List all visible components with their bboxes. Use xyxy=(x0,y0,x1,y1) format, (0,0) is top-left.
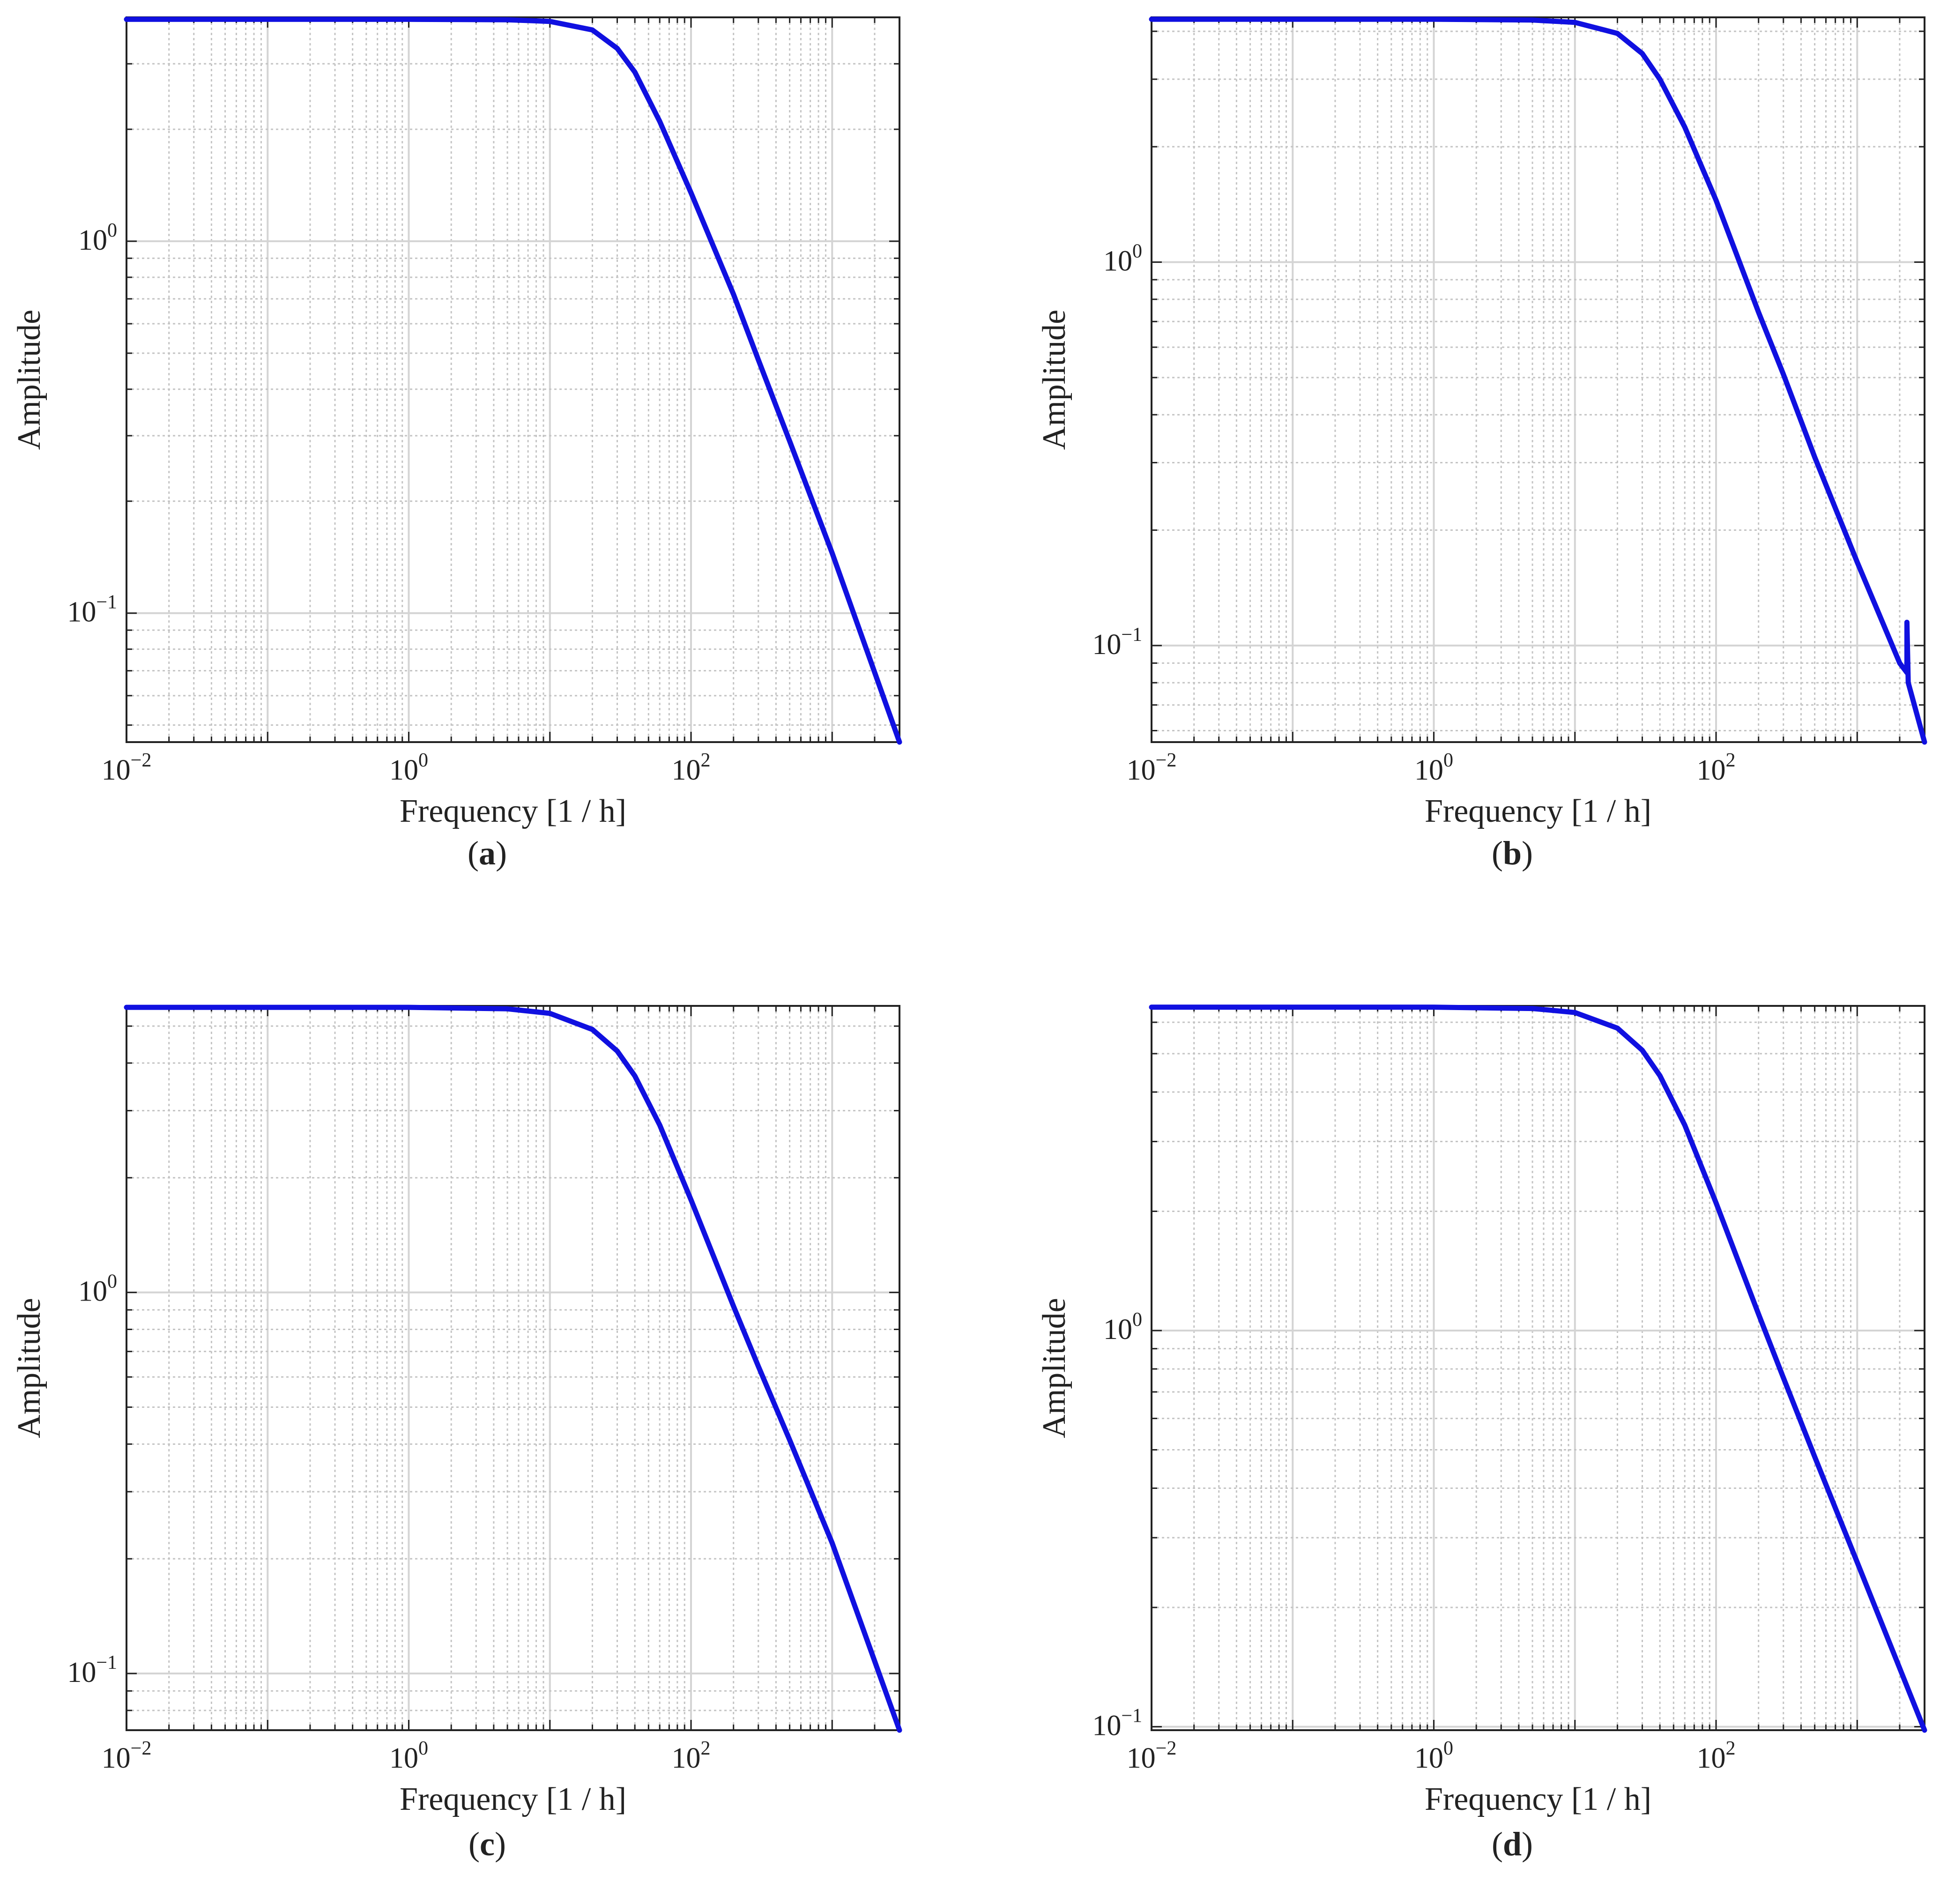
chart-panel-b: 10−2 100 102 10−1 100 Frequency [1 / h] Amplit… xyxy=(1036,16,1927,872)
y-axis-title: Amplitude xyxy=(1036,1298,1072,1438)
y-tick-label: 100 xyxy=(1103,1309,1142,1346)
grid xyxy=(1152,17,1925,742)
plot-frame xyxy=(126,1005,900,1731)
plot-frame xyxy=(1151,1005,1925,1731)
panel-label-a: (a) xyxy=(468,834,507,872)
x-axis-title: Frequency [1 / h] xyxy=(400,793,626,829)
axis-ticks xyxy=(126,16,900,742)
x-tick-label: 100 xyxy=(1414,1738,1453,1774)
x-tick-label: 10−2 xyxy=(1127,1738,1177,1774)
x-tick-label: 10−2 xyxy=(102,750,152,786)
x-axis-title: Frequency [1 / h] xyxy=(400,1781,626,1817)
chart-panel-a: 10−2 100 102 10−1 100 Frequency [1 / h] Amplit… xyxy=(11,16,902,872)
panel-label-d: (d) xyxy=(1492,1825,1533,1863)
x-axis-title: Frequency [1 / h] xyxy=(1425,1781,1651,1817)
plot-frame xyxy=(126,16,900,743)
x-tick-label: 102 xyxy=(1697,750,1736,786)
y-tick-label: 10−1 xyxy=(1092,624,1142,661)
x-tick-label: 100 xyxy=(389,1738,428,1774)
y-tick-label: 100 xyxy=(78,1271,117,1308)
y-axis-title: Amplitude xyxy=(1036,310,1072,450)
x-axis-title: Frequency [1 / h] xyxy=(1425,793,1651,829)
chart-panel-c: 10−2 100 102 10−1 100 Frequency [1 / h] Amplit… xyxy=(11,1004,902,1863)
panel-label-c: (c) xyxy=(468,1825,506,1863)
y-tick-label: 100 xyxy=(1103,241,1142,277)
y-tick-label: 10−1 xyxy=(67,592,117,628)
y-tick-label: 100 xyxy=(78,220,117,256)
series-line-amplitude xyxy=(1149,16,1927,745)
plot-frame xyxy=(1151,16,1925,743)
x-tick-label: 10−2 xyxy=(1127,750,1177,786)
x-tick-label: 10−2 xyxy=(102,1738,152,1774)
series-line-amplitude xyxy=(124,1004,902,1733)
x-tick-label: 102 xyxy=(672,1738,711,1774)
y-tick-label: 10−1 xyxy=(67,1652,117,1688)
panel-label-b: (b) xyxy=(1492,834,1533,872)
y-tick-label: 10−1 xyxy=(1092,1705,1142,1742)
chart-panel-d: 10−2 100 102 10−1 100 Frequency [1 / h] Amplit… xyxy=(1036,1004,1927,1863)
x-tick-label: 100 xyxy=(389,750,428,786)
axis-ticks xyxy=(1151,1006,1925,1730)
x-tick-label: 102 xyxy=(1697,1738,1736,1774)
grid xyxy=(126,17,899,742)
x-tick-label: 102 xyxy=(672,750,711,786)
x-tick-label: 100 xyxy=(1414,750,1453,786)
series-line-amplitude xyxy=(1149,1004,1927,1733)
series-line-amplitude xyxy=(124,16,902,745)
grid xyxy=(126,1006,899,1730)
axis-ticks xyxy=(126,1006,900,1730)
axis-ticks xyxy=(1151,17,1925,742)
y-axis-title: Amplitude xyxy=(11,310,47,450)
grid xyxy=(1152,1006,1925,1730)
y-axis-title: Amplitude xyxy=(11,1298,47,1438)
